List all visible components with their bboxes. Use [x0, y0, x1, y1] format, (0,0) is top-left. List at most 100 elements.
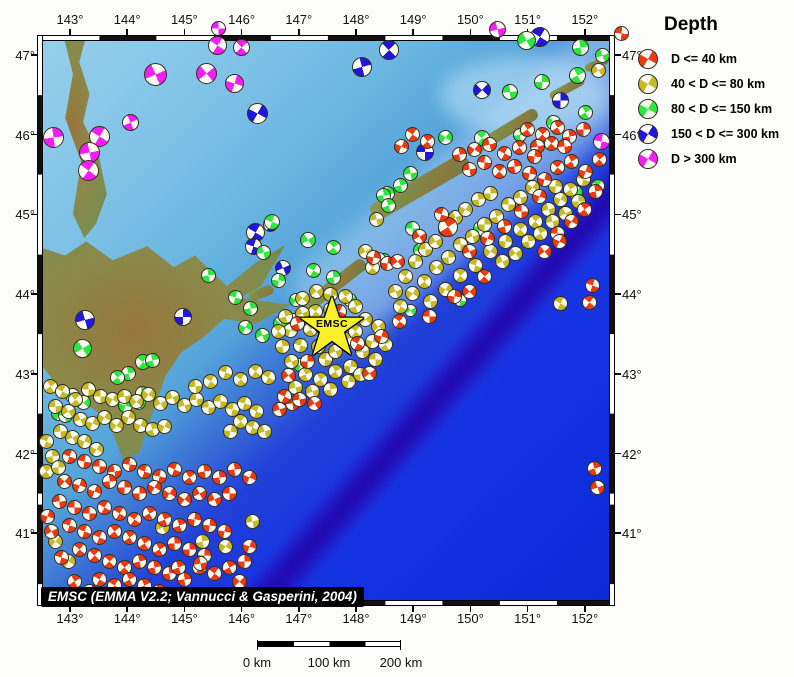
scale-bar-label: 100 km	[307, 655, 351, 670]
axis-tick	[31, 373, 37, 375]
scale-bar-label: 0 km	[242, 655, 272, 670]
lon-label-top: 144°	[113, 12, 141, 27]
scale-bar-labels: 0 km 100 km 200 km	[0, 655, 794, 671]
axis-tick	[298, 606, 300, 612]
legend-label: 40 < D <= 80 km	[671, 76, 766, 91]
axis-tick	[615, 293, 621, 295]
lat-label-right: 47°	[622, 48, 642, 63]
axis-tick	[126, 606, 128, 612]
legend-beachball-icon	[638, 48, 658, 69]
legend-row: 40 < D <= 80 km	[638, 71, 792, 96]
axis-tick	[240, 606, 243, 612]
axis-tick	[183, 29, 186, 35]
map-frame-left	[37, 35, 43, 606]
lon-label-top: 152°	[571, 12, 599, 27]
axis-tick	[469, 29, 472, 35]
map-frame-right	[609, 35, 615, 606]
legend-entries: D <= 40 km 40 < D <= 80 km 80 < D <= 150 k…	[638, 46, 792, 171]
lon-label-bottom: 150°	[456, 611, 484, 626]
lon-label-bottom: 145°	[170, 611, 198, 626]
axis-tick	[615, 213, 621, 216]
lat-label-left: 45°	[15, 207, 35, 223]
legend-row: 80 < D <= 150 km	[638, 96, 792, 121]
legend-row: 150 < D <= 300 km	[638, 121, 792, 146]
axis-tick	[31, 452, 37, 455]
lat-label-left: 47°	[15, 48, 35, 63]
axis-tick	[69, 29, 71, 35]
axis-tick	[412, 29, 414, 35]
lon-label-top: 149°	[399, 12, 427, 27]
attribution: EMSC (EMMA V2.2; Vannucci & Gasperini, 2…	[41, 587, 364, 607]
axis-tick	[31, 133, 37, 136]
scale-bar-label: 200 km	[379, 655, 423, 670]
axis-tick	[355, 606, 357, 612]
legend-label: 80 < D <= 150 km	[671, 101, 773, 116]
axis-tick	[31, 54, 37, 56]
axis-tick	[526, 606, 529, 612]
scale-bar-tick-start	[257, 640, 258, 650]
axis-tick	[31, 213, 37, 216]
focal-mechanism	[613, 25, 629, 41]
legend-row: D <= 40 km	[638, 46, 792, 71]
lat-label-right: 41°	[622, 526, 642, 542]
lon-label-bottom: 148°	[342, 611, 370, 626]
lon-label-bottom: 147°	[285, 611, 313, 626]
lat-label-left: 46°	[15, 127, 35, 143]
lat-label-right: 46°	[622, 127, 642, 143]
lat-label-right: 43°	[622, 366, 642, 382]
legend-label: 150 < D <= 300 km	[671, 126, 780, 141]
axis-tick	[584, 29, 586, 35]
lon-label-top: 145°	[170, 12, 198, 27]
axis-tick	[615, 373, 621, 375]
legend-beachball-icon	[638, 123, 658, 144]
lat-label-left: 44°	[15, 287, 35, 303]
legend-title: Depth	[664, 14, 718, 35]
axis-tick	[355, 29, 357, 35]
map-frame-top	[37, 35, 615, 41]
axis-tick	[31, 293, 37, 295]
scale-bar	[257, 640, 401, 650]
lon-label-top: 143°	[56, 12, 84, 27]
epicenter-star-label: EMSC	[316, 318, 348, 330]
axis-tick	[69, 606, 71, 612]
scale-bar-tick-end	[400, 640, 401, 650]
legend-beachball-icon	[638, 98, 658, 119]
axis-tick	[469, 606, 472, 612]
axis-tick	[183, 606, 186, 612]
legend-label: D <= 40 km	[671, 51, 738, 66]
legend-beachball-icon	[638, 73, 658, 94]
lon-label-bottom: 146°	[228, 611, 256, 626]
lon-label-top: 147°	[285, 12, 313, 27]
axis-tick	[526, 29, 529, 35]
lat-label-right: 44°	[622, 287, 642, 303]
axis-tick	[31, 532, 37, 534]
legend-label: D > 300 km	[671, 151, 737, 166]
lat-label-left: 41°	[15, 526, 35, 542]
lon-label-top: 150°	[456, 12, 484, 27]
legend-beachball-icon	[638, 148, 658, 169]
lon-label-top: 148°	[342, 12, 370, 27]
axis-tick	[240, 29, 243, 35]
lat-label-left: 42°	[15, 446, 35, 462]
axis-tick	[298, 29, 300, 35]
depth-legend: Depth D <= 40 km 40 < D <= 80 km 80 < D <=…	[638, 14, 792, 171]
lat-label-right: 45°	[622, 207, 642, 223]
axis-tick	[615, 54, 621, 56]
lon-label-bottom: 143°	[56, 611, 84, 626]
lon-label-bottom: 144°	[113, 611, 141, 626]
legend-row: D > 300 km	[638, 146, 792, 171]
lon-label-top: 151°	[514, 12, 542, 27]
lon-label-top: 146°	[228, 12, 256, 27]
lon-label-bottom: 149°	[399, 611, 427, 626]
lat-label-left: 43°	[15, 366, 35, 382]
axis-tick	[412, 606, 414, 612]
axis-tick	[584, 606, 586, 612]
axis-tick	[615, 532, 621, 534]
lon-label-bottom: 151°	[514, 611, 542, 626]
lat-label-right: 42°	[622, 446, 642, 462]
axis-tick	[615, 133, 621, 136]
axis-tick	[126, 29, 128, 35]
axis-tick	[615, 452, 621, 455]
lon-label-bottom: 152°	[571, 611, 599, 626]
